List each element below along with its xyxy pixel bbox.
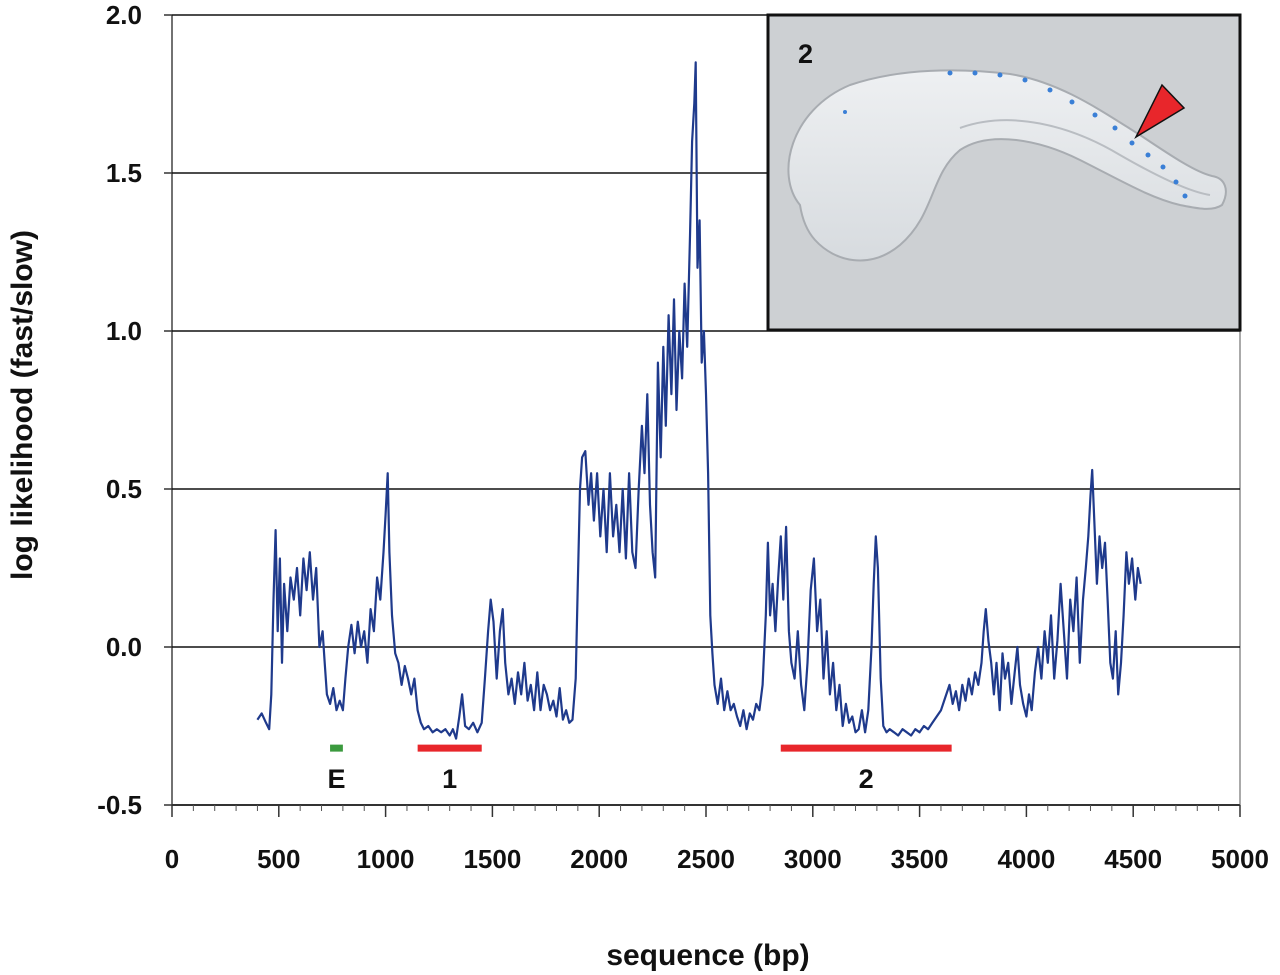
x-tick-label: 4000 — [997, 844, 1055, 874]
y-tick-label: 1.0 — [106, 316, 142, 346]
x-tick-label: 1000 — [357, 844, 415, 874]
y-tick-label: 2.0 — [106, 0, 142, 30]
x-axis-label: sequence (bp) — [606, 939, 809, 972]
y-tick-label: -0.5 — [97, 790, 142, 820]
y-tick-label: 0.5 — [106, 474, 142, 504]
embryo-shape — [787, 69, 1227, 262]
series-line-0 — [256, 61, 1142, 740]
series-group — [256, 61, 1142, 740]
x-tick-label: 0 — [165, 844, 179, 874]
x-tick-label: 3500 — [891, 844, 949, 874]
blue-stained-cells — [843, 70, 1188, 199]
y-tick-label: 1.5 — [106, 158, 142, 188]
region-label-E: E — [327, 764, 345, 794]
inset-arrowhead — [1134, 83, 1186, 139]
x-tick-label: 2000 — [570, 844, 628, 874]
y-axis-ticks: -0.5 0.0 0.5 1.0 1.5 2.0 — [97, 0, 172, 820]
y-tick-label: 0.0 — [106, 632, 142, 662]
x-tick-label: 1500 — [463, 844, 521, 874]
inset-image: 2 — [766, 13, 1242, 332]
region-label-1: 1 — [442, 764, 457, 794]
annotation-group: E 1 2 — [327, 744, 952, 794]
x-axis-minor-ticks — [192, 805, 1220, 811]
x-axis-ticks: 0 500 1000 1500 2000 2500 3000 3500 4000 4500 5000 — [165, 805, 1269, 874]
y-axis-label: log likelihood (fast/slow) — [6, 230, 39, 580]
x-tick-label: 500 — [257, 844, 300, 874]
x-tick-label: 5000 — [1211, 844, 1269, 874]
region-label-2: 2 — [859, 764, 874, 794]
x-tick-label: 4500 — [1104, 844, 1162, 874]
inset-panel-number: 2 — [798, 39, 813, 69]
x-tick-label: 2500 — [677, 844, 735, 874]
x-tick-label: 3000 — [784, 844, 842, 874]
embryo-inner-line — [959, 119, 1211, 196]
